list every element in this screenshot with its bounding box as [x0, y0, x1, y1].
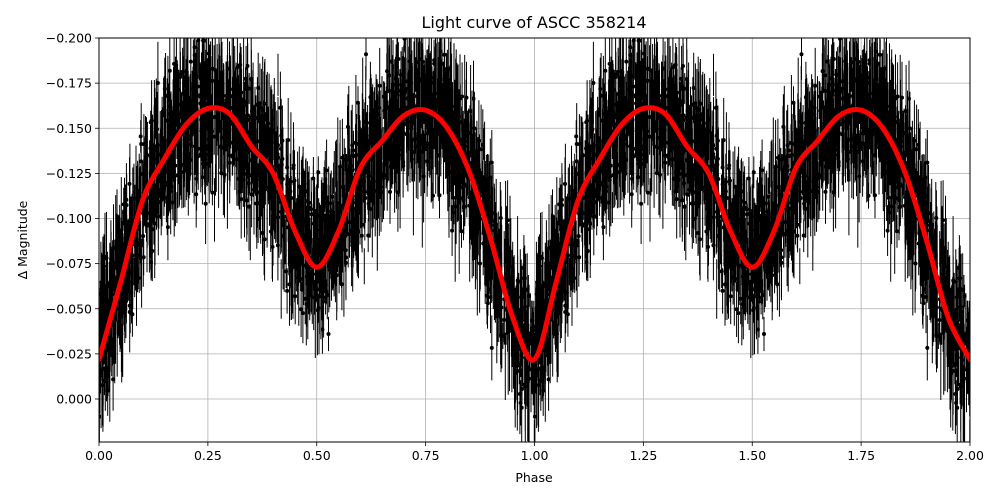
x-tick-label: 0.75	[412, 448, 440, 463]
x-tick-label: 0.00	[85, 448, 113, 463]
y-tick-label: −0.125	[46, 166, 92, 181]
y-tick-label: 0.000	[56, 392, 92, 407]
y-tick-label: −0.100	[46, 211, 92, 226]
y-tick-label: −0.050	[46, 301, 92, 316]
y-tick-label: −0.175	[46, 76, 92, 91]
model-fit-line	[99, 105, 970, 363]
y-tick-label: −0.075	[46, 256, 92, 271]
chart-title: Light curve of ASCC 358214	[421, 13, 646, 32]
x-tick-label: 0.50	[303, 448, 331, 463]
x-tick-label: 1.50	[738, 448, 766, 463]
y-axis-ticks: −0.200 −0.175 −0.150 −0.125 −0.100 −0.075 −0.0…	[46, 31, 99, 407]
x-tick-label: 1.75	[847, 448, 875, 463]
x-axis-ticks: 0.00 0.25 0.50 0.75 1.00 1.25 1.50 1.75 2.00	[85, 442, 984, 463]
y-axis-label: Δ Magnitude	[15, 200, 30, 279]
x-tick-label: 1.25	[629, 448, 657, 463]
y-tick-label: −0.150	[46, 121, 92, 136]
x-axis-label: Phase	[515, 470, 553, 485]
y-tick-label: −0.025	[46, 346, 92, 361]
x-tick-label: 1.00	[521, 448, 549, 463]
x-tick-label: 0.25	[194, 448, 222, 463]
y-tick-label: −0.200	[46, 31, 92, 46]
x-tick-label: 2.00	[956, 448, 984, 463]
